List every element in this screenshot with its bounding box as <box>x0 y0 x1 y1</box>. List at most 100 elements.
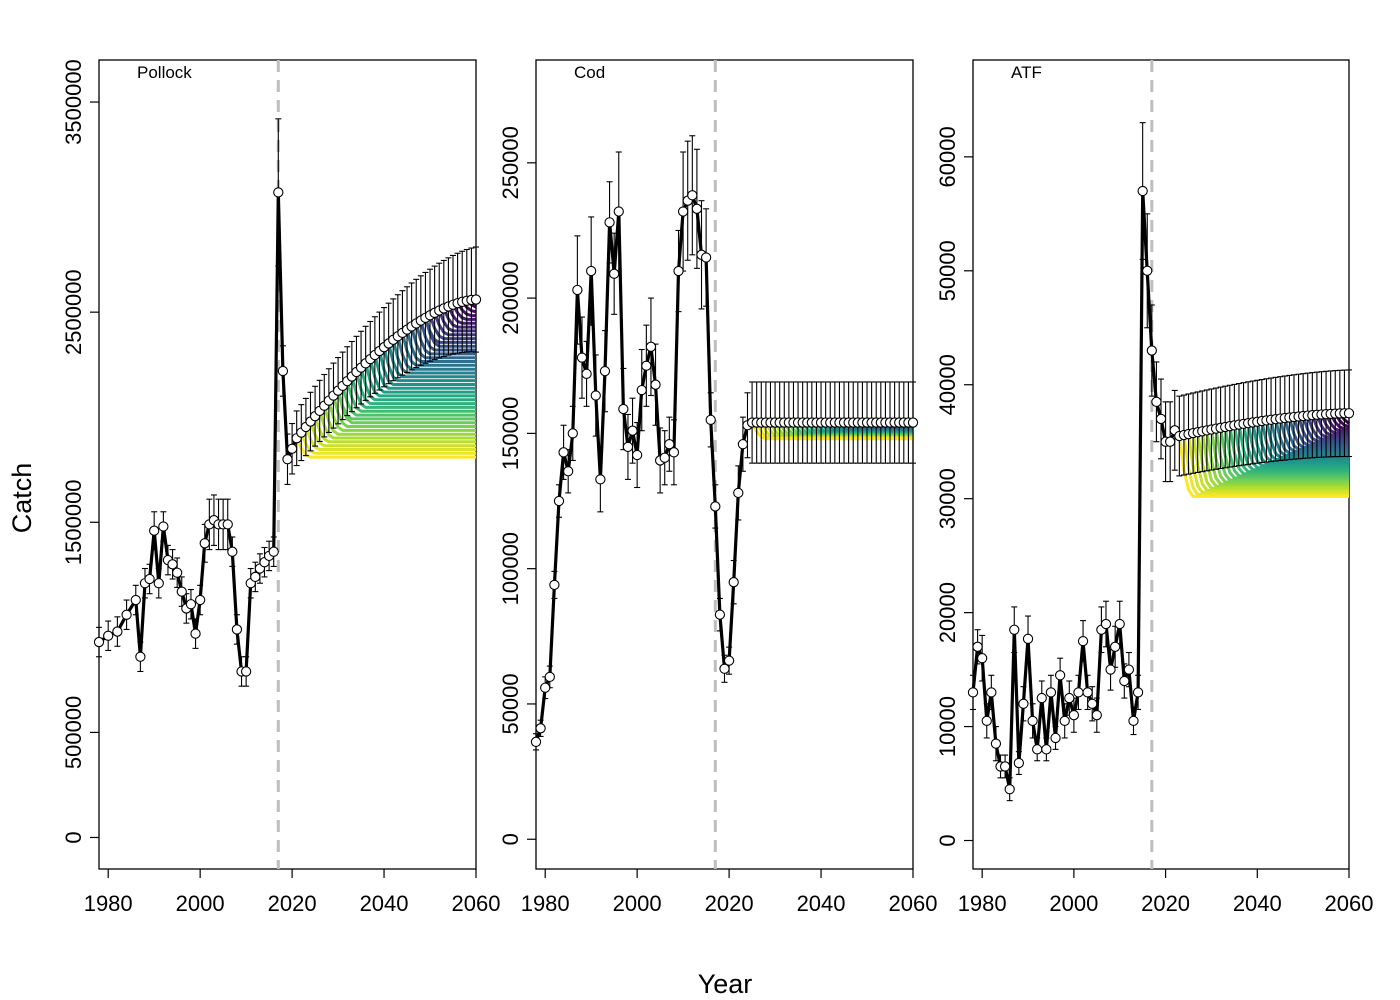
panel-title: ATF <box>1011 63 1042 82</box>
panel-cod: 1980 2000 2020 2040 2060 0 50000 100000 150000 20… <box>498 59 937 916</box>
data-point <box>595 474 606 485</box>
data-point <box>144 573 155 585</box>
scenario-line <box>290 420 476 450</box>
data-point <box>728 577 739 588</box>
data-point <box>590 390 601 401</box>
data-point <box>1004 784 1015 795</box>
data-point <box>581 368 592 380</box>
y-tick-label: 1500000 <box>61 479 86 565</box>
scenario-line <box>290 436 476 459</box>
data-point <box>1146 345 1157 356</box>
y-tick-label: 0 <box>498 833 523 845</box>
data-point <box>135 651 146 662</box>
data-point <box>967 687 979 698</box>
data-point <box>664 439 675 450</box>
data-point <box>604 217 615 228</box>
data-point <box>999 761 1011 772</box>
y-tick-label: 3500000 <box>61 59 86 145</box>
data-point <box>231 624 243 635</box>
data-point <box>1054 670 1066 681</box>
x-tick-label: 1980 <box>521 891 570 916</box>
y-tick-label: 50000 <box>935 240 960 301</box>
data-point <box>1100 618 1112 630</box>
data-point <box>599 366 611 377</box>
data-point <box>268 546 279 557</box>
data-point <box>659 452 670 463</box>
data-point <box>572 284 583 296</box>
data-point <box>631 449 643 461</box>
data-point <box>194 594 206 606</box>
data-point <box>627 425 638 436</box>
data-point <box>1105 664 1116 675</box>
data-point <box>1064 692 1075 704</box>
data-point <box>1114 618 1125 630</box>
data-point <box>691 203 703 214</box>
y-axis-title: Catch <box>7 463 37 534</box>
y-tick-label: 2500000 <box>61 269 86 355</box>
data-point <box>172 567 183 578</box>
data-point <box>1082 687 1093 698</box>
y-tick-label: 150000 <box>498 397 523 470</box>
data-point <box>586 265 597 277</box>
data-point <box>1009 624 1020 635</box>
data-point <box>609 268 620 279</box>
panel-atf: 1980 2000 2020 2040 2060 0 10000 20000 30000 4000… <box>935 59 1374 916</box>
data-point <box>567 428 578 439</box>
y-tick-label: 10000 <box>935 696 960 757</box>
data-point <box>673 265 684 277</box>
scenario-line <box>290 431 476 455</box>
data-point <box>710 501 721 512</box>
x-tick-label: 2060 <box>1325 891 1374 916</box>
data-point <box>1137 185 1148 197</box>
data-point <box>1123 664 1135 675</box>
data-point <box>977 653 988 664</box>
catch-line <box>98 190 477 674</box>
scenario-line <box>290 425 476 451</box>
data-point <box>540 682 551 693</box>
data-point <box>1119 675 1130 687</box>
data-point <box>1059 715 1070 727</box>
data-point <box>1343 408 1355 419</box>
scenario-line <box>1173 429 1349 498</box>
data-point <box>112 626 123 637</box>
panel-title: Cod <box>574 63 605 82</box>
scenario-line <box>1173 429 1349 492</box>
plot-frame <box>98 59 477 870</box>
data-point <box>1091 710 1102 721</box>
data-point <box>641 360 652 371</box>
data-point <box>1132 687 1144 698</box>
data-point <box>558 447 569 458</box>
data-point <box>1068 710 1080 721</box>
x-tick-label: 2000 <box>176 891 225 916</box>
data-point <box>618 403 629 415</box>
data-point <box>1041 744 1052 755</box>
data-point <box>167 559 178 570</box>
data-point <box>153 578 164 589</box>
data-point <box>282 454 293 465</box>
catch-points <box>967 185 1355 795</box>
catch-points <box>93 187 482 677</box>
data-point <box>700 252 712 263</box>
scenario-line <box>1173 429 1349 494</box>
x-tick-label: 1980 <box>958 891 1007 916</box>
data-point <box>130 594 141 606</box>
y-tick-label: 250000 <box>498 126 523 199</box>
data-point <box>719 663 730 674</box>
data-point <box>553 495 565 507</box>
data-point <box>176 586 187 597</box>
data-point <box>149 525 160 536</box>
data-point <box>1087 698 1098 709</box>
x-tick-label: 2040 <box>1233 891 1282 916</box>
data-point <box>199 538 210 549</box>
data-point <box>687 190 698 201</box>
scenario-line <box>290 414 476 450</box>
data-point <box>277 365 289 377</box>
y-tick-label: 200000 <box>498 261 523 334</box>
data-point <box>907 417 919 428</box>
data-point <box>737 439 749 450</box>
y-tick-label: 0 <box>935 834 960 846</box>
data-point <box>1018 698 1029 709</box>
panel-title: Pollock <box>137 63 192 82</box>
data-point <box>723 655 735 666</box>
